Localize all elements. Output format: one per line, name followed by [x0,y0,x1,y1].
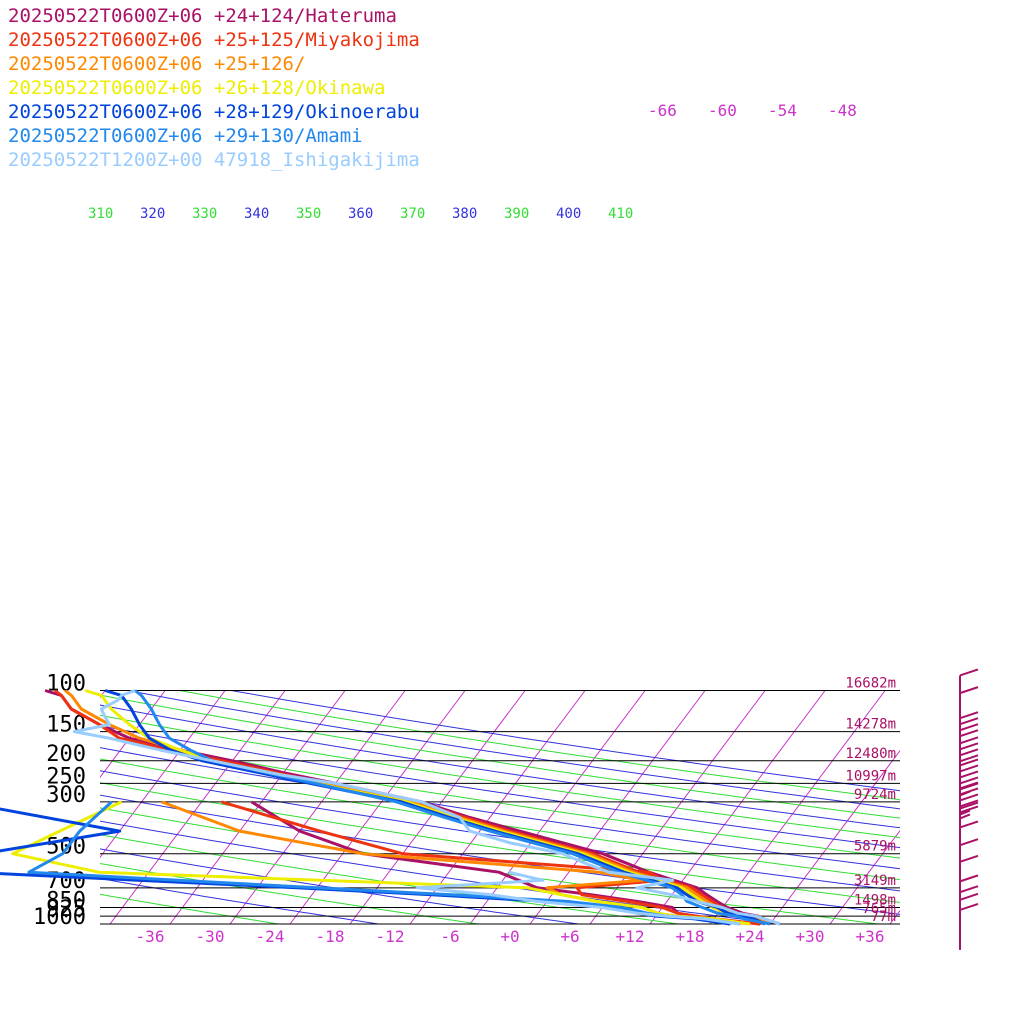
wind-barb-flag [959,805,979,814]
pressure-label: 925 [46,897,86,922]
wind-barb-half [959,813,971,820]
isotherm-line [769,749,900,924]
height-label: 9724m [854,787,896,803]
wind-barb-flag [959,717,979,726]
theta-label: 400 [556,206,581,222]
wind-barb-flag [959,723,979,732]
temperature-profile-line [72,689,781,926]
wind-barb-flag [959,892,979,901]
pressure-label: 200 [46,742,86,767]
pressure-label: 1000 [33,905,86,930]
theta-label: 380 [452,206,477,222]
wind-barb-flag [959,754,979,763]
isotherm-line [889,909,900,924]
temperature-tick-label: -18 [316,927,345,946]
wind-barb-flag [959,668,979,677]
dry-adiabat-line [100,820,779,924]
isotherm-line [0,691,45,925]
wind-barb-flag [959,874,979,883]
mixing-ratio-label: -48 [828,101,857,120]
wind-barb-flag [959,758,979,767]
isotherm-line [829,829,900,924]
isotherm-line [709,690,886,924]
wind-barb-flag [959,742,979,751]
wind-barb-flag [959,781,979,790]
temperature-tick-label: +6 [560,927,579,946]
wind-barb-flag [959,838,979,847]
legend-entry: 20250522T0600Z+06 +24+124/Hateruma [8,5,397,27]
wind-barb-flag [959,729,979,738]
temperature-tick-label: -24 [256,927,285,946]
wind-barb-flag [959,770,979,779]
isotherm-line [469,690,646,924]
theta-label: 320 [140,206,165,222]
pressure-label: 300 [46,783,86,808]
wind-barb-flag [959,776,979,785]
dry-adiabat-line [100,794,900,915]
mixing-ratio-label: -54 [768,101,797,120]
mixing-ratio-label: -66 [648,101,677,120]
wind-barb-flag [959,736,979,745]
isotherm-line [100,690,226,859]
legend-entry: 20250522T0600Z+06 +28+129/Okinoerabu [8,101,420,123]
dewpoint-profile-line [415,870,741,926]
legend-entry: 20250522T0600Z+06 +29+130/Amami [8,125,363,147]
height-label: 77m [871,909,896,925]
wind-barb-flag [959,793,979,802]
pressure-label: 850 [46,889,86,914]
legend-entry: 20250522T0600Z+06 +25+125/Miyakojima [8,29,420,51]
theta-label: 350 [296,206,321,222]
theta-label: 360 [348,206,373,222]
temperature-tick-label: -30 [196,927,225,946]
height-label: 5879m [854,839,896,855]
theta-label: 370 [400,206,425,222]
wind-barb-flag [959,764,979,773]
wind-barb-flag [959,801,979,810]
chart-legend: 20250522T0600Z+06 +24+124/Hateruma 202505… [8,4,420,172]
wind-barb-flag [959,820,979,829]
wind-barb-flag [959,686,979,695]
theta-label: 310 [88,206,113,222]
temperature-tick-label: +30 [796,927,825,946]
temperature-profile-line [44,689,781,926]
theta-label: 390 [504,206,529,222]
wind-barb-half [959,809,971,816]
temperature-profile-line [134,689,771,926]
temperature-tick-label: +36 [856,927,885,946]
temperature-tick-label: +12 [616,927,645,946]
wind-barb-flag [959,902,979,911]
temperature-tick-label: -12 [376,927,405,946]
isotherm-line [529,690,706,924]
legend-entry: 20250522T0600Z+06 +25+126/ [8,53,306,75]
mixing-ratio-label: -60 [708,101,737,120]
wind-barb-flag [959,885,979,894]
height-label: 16682m [845,676,896,692]
legend-entry: 20250522T0600Z+06 +26+128/Okinawa [8,77,386,99]
height-label: 3149m [854,873,896,889]
legend-entry: 20250522T1200Z+00 47918_Ishigakijima [8,149,420,171]
wind-barb-flag [959,748,979,757]
theta-label: 330 [192,206,217,222]
temperature-tick-label: +18 [676,927,705,946]
height-label: 12480m [845,746,896,762]
height-label: 14278m [845,717,896,733]
temperature-tick-label: +24 [736,927,765,946]
theta-label: 340 [244,206,269,222]
wind-barb-flag [959,854,979,863]
height-label: 765m [862,901,896,917]
wind-barb-flag [959,787,979,796]
height-label: 1498m [854,893,896,909]
dry-adiabat-line [100,848,579,924]
pressure-label: 250 [46,764,86,789]
temperature-tick-label: +0 [500,927,519,946]
wind-barb-flag [959,799,979,808]
temperature-tick-label: -6 [440,927,459,946]
theta-label: 410 [608,206,633,222]
wind-barb-flag [959,711,979,720]
temperature-tick-label: -36 [136,927,165,946]
isotherm-line [1010,691,1024,925]
height-label: 10997m [845,768,896,784]
